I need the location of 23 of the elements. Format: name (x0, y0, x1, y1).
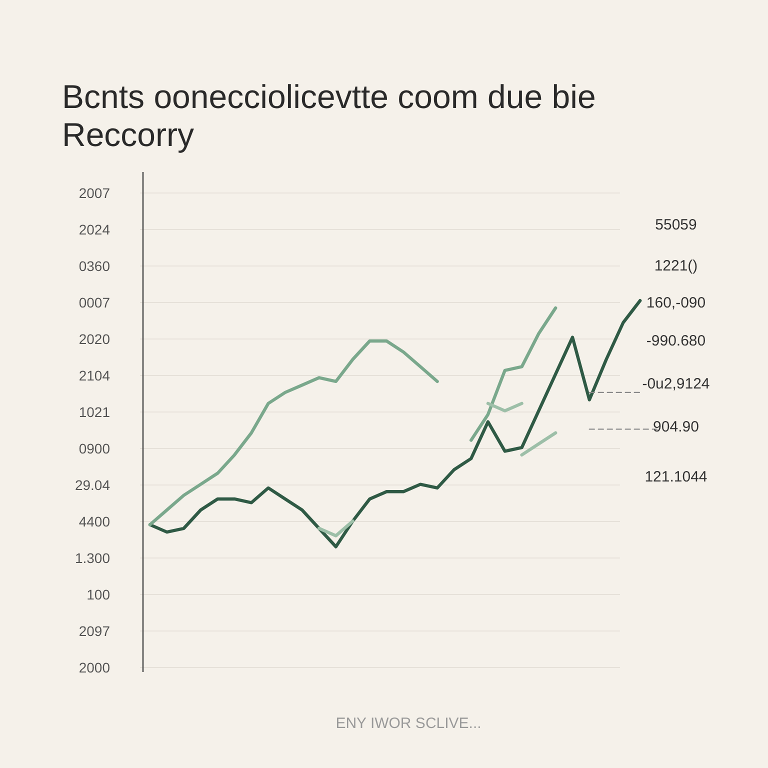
x-axis-title: ENY IWOR SCLIVE... (336, 715, 482, 732)
text: 1.300 (74, 550, 110, 566)
chart-title: Bcnts oonecciolicevtte coom due bie Reccorry (62, 78, 596, 153)
text: 4400 (78, 513, 110, 530)
text: 55059 (655, 216, 697, 234)
text: 100 (86, 586, 110, 602)
text: 2020 (78, 330, 110, 347)
text: 0007 (78, 294, 110, 310)
text: 29.04 (74, 476, 110, 493)
annotation: -0u2,9124 (642, 375, 710, 392)
annotation: -990.680 (646, 332, 706, 350)
text: 1221() (654, 257, 698, 274)
text: 2000 (78, 659, 110, 676)
text: 1021 (78, 404, 110, 420)
annotation: 904.90 (653, 418, 699, 436)
text: 0360 (78, 258, 110, 274)
annotation: 121.1044 (644, 468, 708, 486)
text: 2007 (78, 184, 110, 201)
text: 2024 (78, 221, 110, 238)
annotation: 160,-090 (646, 294, 706, 312)
text: 0900 (78, 440, 110, 456)
text: 2097 (78, 622, 110, 639)
text: 2104 (78, 367, 110, 384)
